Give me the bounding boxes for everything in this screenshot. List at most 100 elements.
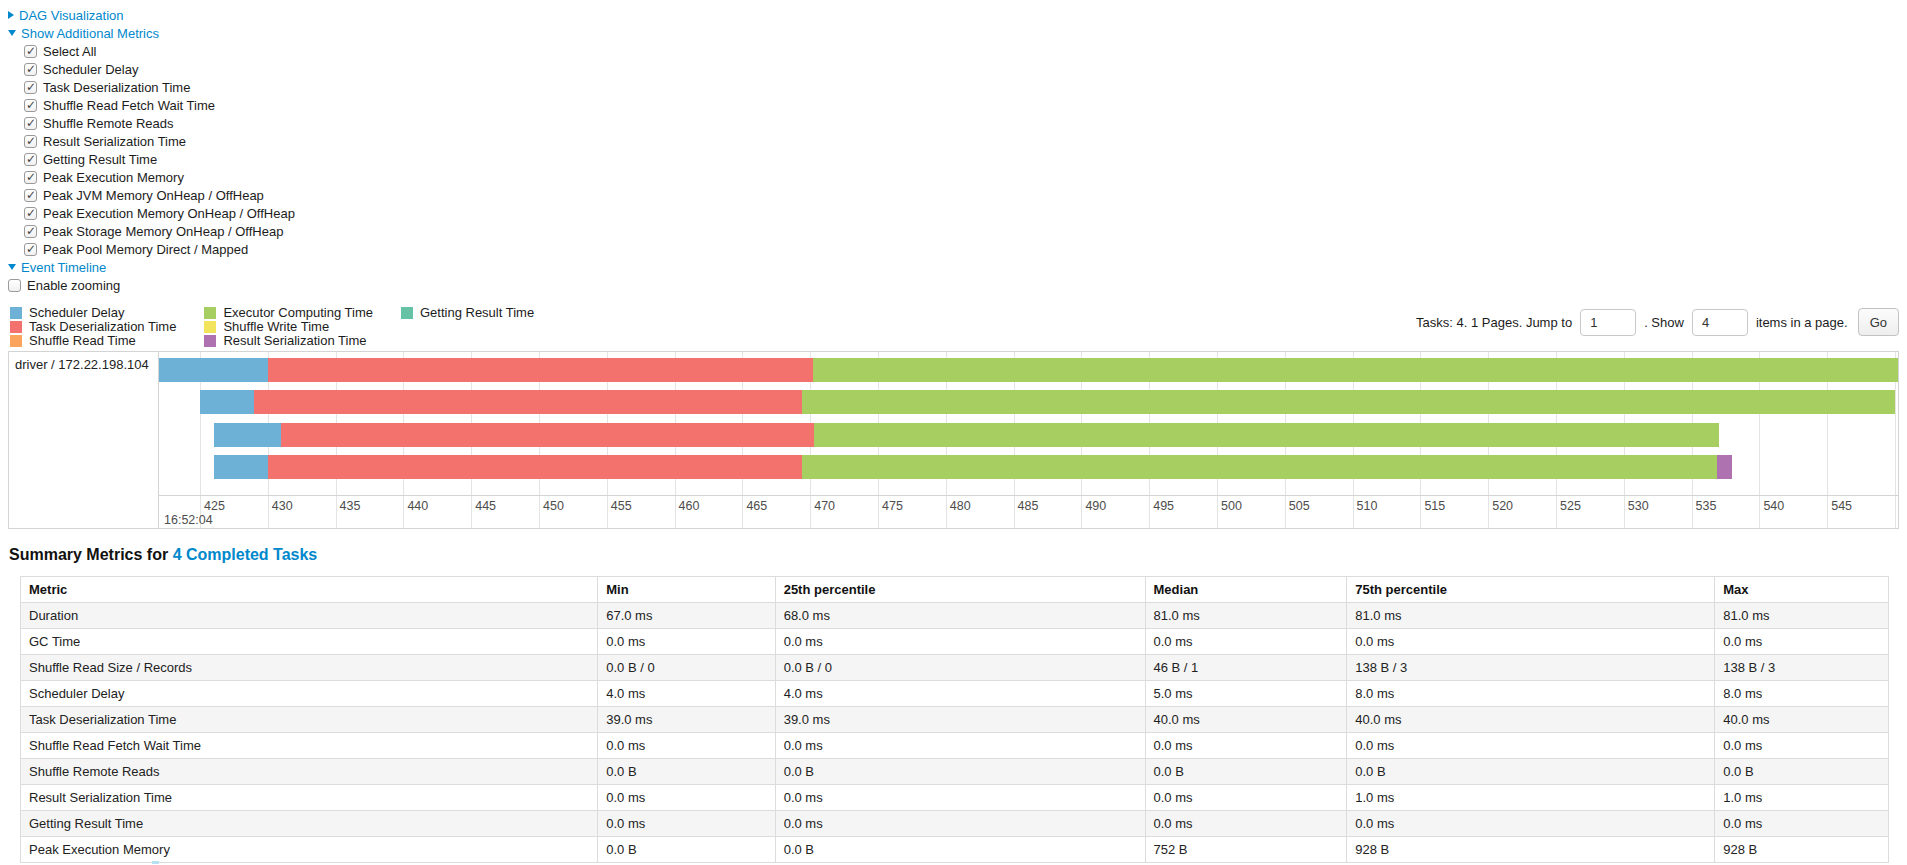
metric-value-cell: 4.0 ms — [775, 681, 1145, 707]
axis-tick-label: 535 — [1696, 499, 1717, 513]
axis-tick-label: 530 — [1628, 499, 1649, 513]
metric-checkbox-row: Scheduler Delay — [8, 60, 1899, 78]
metric-checkbox-label: Peak Execution Memory — [43, 170, 184, 185]
metric-value-cell: 8.0 ms — [1347, 681, 1715, 707]
metric-value-cell: 68.0 ms — [775, 603, 1145, 629]
table-column-header: 25th percentile — [775, 577, 1145, 603]
metric-value-cell: 0.0 ms — [1347, 629, 1715, 655]
axis-base-time-label: 16:52:04 — [164, 513, 213, 527]
axis-tick-label: 435 — [340, 499, 361, 513]
completed-tasks-link[interactable]: 4 Completed Tasks — [173, 546, 318, 563]
metric-name-cell: Shuffle Read Fetch Wait Time — [21, 733, 598, 759]
table-column-header: Max — [1715, 577, 1889, 603]
table-row: Task Deserialization Time39.0 ms39.0 ms4… — [21, 707, 1889, 733]
metric-name-cell: Task Deserialization Time — [21, 707, 598, 733]
metric-checkbox-label: Result Serialization Time — [43, 134, 186, 149]
metric-value-cell: 40.0 ms — [1715, 707, 1889, 733]
legend-swatch — [10, 335, 22, 347]
task-bar-segment — [1717, 455, 1732, 479]
task-pagination-summary: Tasks: 4. 1 Pages. Jump to — [1416, 315, 1572, 330]
event-timeline-toggle[interactable]: Event Timeline — [8, 260, 106, 275]
metric-value-cell: 81.0 ms — [1145, 603, 1347, 629]
table-row: Peak Execution Memory0.0 B0.0 B752 B928 … — [21, 837, 1889, 863]
enable-zooming-checkbox[interactable] — [8, 279, 21, 292]
metric-name-cell: Peak Execution Memory — [21, 837, 598, 863]
metric-value-cell: 8.0 ms — [1715, 681, 1889, 707]
task-bar-segment — [200, 390, 254, 414]
table-column-header: Median — [1145, 577, 1347, 603]
stage-controls: DAG Visualization Show Additional Metric… — [8, 6, 1899, 294]
metric-value-cell: 752 B — [1145, 837, 1347, 863]
task-bar-segment — [214, 455, 268, 479]
table-row: GC Time0.0 ms0.0 ms0.0 ms0.0 ms0.0 ms — [21, 629, 1889, 655]
axis-tick-label: 515 — [1424, 499, 1445, 513]
axis-tick-label: 520 — [1492, 499, 1513, 513]
metric-checkbox[interactable] — [24, 171, 37, 184]
table-column-header: Min — [598, 577, 775, 603]
summary-metrics-title-text: Summary Metrics for — [9, 546, 168, 563]
table-row: Shuffle Remote Reads0.0 B0.0 B0.0 B0.0 B… — [21, 759, 1889, 785]
legend-swatch — [204, 335, 216, 347]
task-bar-segment — [254, 390, 802, 414]
metric-checkbox-label: Select All — [43, 44, 96, 59]
caret-down-icon — [8, 30, 16, 36]
metric-value-cell: 0.0 ms — [1145, 629, 1347, 655]
metric-checkbox[interactable] — [24, 243, 37, 256]
metric-checkbox[interactable] — [24, 207, 37, 220]
metric-value-cell: 40.0 ms — [1347, 707, 1715, 733]
go-button[interactable]: Go — [1858, 308, 1899, 336]
metric-checkbox-label: Scheduler Delay — [43, 62, 138, 77]
metric-name-cell: Getting Result Time — [21, 811, 598, 837]
dag-visualization-toggle[interactable]: DAG Visualization — [8, 8, 124, 23]
legend-swatch — [10, 307, 22, 319]
task-bar-segment — [802, 455, 1717, 479]
metric-checkbox[interactable] — [24, 189, 37, 202]
axis-tick-label: 445 — [475, 499, 496, 513]
metric-checkbox[interactable] — [24, 81, 37, 94]
metric-checkbox-row: Select All — [8, 42, 1899, 60]
legend-entry: Executor Computing Time — [204, 306, 373, 320]
metric-checkbox[interactable] — [24, 153, 37, 166]
metric-value-cell: 0.0 ms — [775, 733, 1145, 759]
metric-value-cell: 0.0 ms — [1347, 733, 1715, 759]
metric-name-cell: Scheduler Delay — [21, 681, 598, 707]
next-section-sliver — [152, 861, 159, 864]
metric-value-cell: 0.0 ms — [1715, 733, 1889, 759]
items-per-page-input[interactable] — [1692, 309, 1748, 336]
axis-tick-label: 430 — [272, 499, 293, 513]
metric-checkbox[interactable] — [24, 117, 37, 130]
metric-checkbox-row: Getting Result Time — [8, 150, 1899, 168]
jump-to-page-input[interactable] — [1580, 309, 1636, 336]
metric-checkbox[interactable] — [24, 63, 37, 76]
axis-tick-label: 460 — [679, 499, 700, 513]
metric-name-cell: Duration — [21, 603, 598, 629]
metric-name-cell: Shuffle Remote Reads — [21, 759, 598, 785]
show-additional-metrics-toggle[interactable]: Show Additional Metrics — [8, 26, 159, 41]
summary-metrics-table: MetricMin25th percentileMedian75th perce… — [20, 576, 1889, 863]
metric-checkbox[interactable] — [24, 225, 37, 238]
axis-tick-label: 465 — [746, 499, 767, 513]
metric-checkbox[interactable] — [24, 99, 37, 112]
metric-checkbox-row: Peak JVM Memory OnHeap / OffHeap — [8, 186, 1899, 204]
legend-entry: Result Serialization Time — [204, 334, 373, 348]
axis-tick-label: 525 — [1560, 499, 1581, 513]
axis-tick-label: 540 — [1763, 499, 1784, 513]
metric-checkbox[interactable] — [24, 45, 37, 58]
task-bar-segment — [268, 358, 813, 382]
legend-entry: Shuffle Read Time — [10, 334, 176, 348]
metric-checkbox[interactable] — [24, 135, 37, 148]
metric-checkbox-row: Shuffle Read Fetch Wait Time — [8, 96, 1899, 114]
legend-label: Getting Result Time — [420, 306, 534, 320]
table-header-row: MetricMin25th percentileMedian75th perce… — [21, 577, 1889, 603]
legend-label: Executor Computing Time — [223, 306, 373, 320]
axis-tick-label: 490 — [1085, 499, 1106, 513]
metric-value-cell: 928 B — [1347, 837, 1715, 863]
metric-checkbox-row: Peak Execution Memory OnHeap / OffHeap — [8, 204, 1899, 222]
metric-checkbox-row: Peak Execution Memory — [8, 168, 1899, 186]
metric-value-cell: 0.0 ms — [775, 811, 1145, 837]
table-column-header: 75th percentile — [1347, 577, 1715, 603]
table-row: Shuffle Read Size / Records0.0 B / 00.0 … — [21, 655, 1889, 681]
legend-swatch — [204, 321, 216, 333]
metric-value-cell: 0.0 B — [598, 759, 775, 785]
metric-value-cell: 81.0 ms — [1347, 603, 1715, 629]
